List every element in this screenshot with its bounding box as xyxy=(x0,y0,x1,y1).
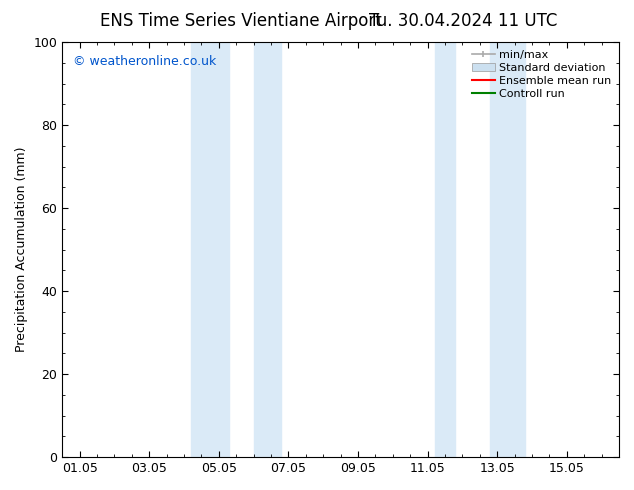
Text: © weatheronline.co.uk: © weatheronline.co.uk xyxy=(74,54,217,68)
Legend: min/max, Standard deviation, Ensemble mean run, Controll run: min/max, Standard deviation, Ensemble me… xyxy=(470,48,614,101)
Bar xyxy=(191,42,230,457)
Text: Tu. 30.04.2024 11 UTC: Tu. 30.04.2024 11 UTC xyxy=(368,12,557,30)
Y-axis label: Precipitation Accumulation (mm): Precipitation Accumulation (mm) xyxy=(15,147,28,352)
Bar xyxy=(490,42,525,457)
Text: ENS Time Series Vientiane Airport: ENS Time Series Vientiane Airport xyxy=(100,12,382,30)
Bar xyxy=(434,42,455,457)
Bar xyxy=(254,42,281,457)
